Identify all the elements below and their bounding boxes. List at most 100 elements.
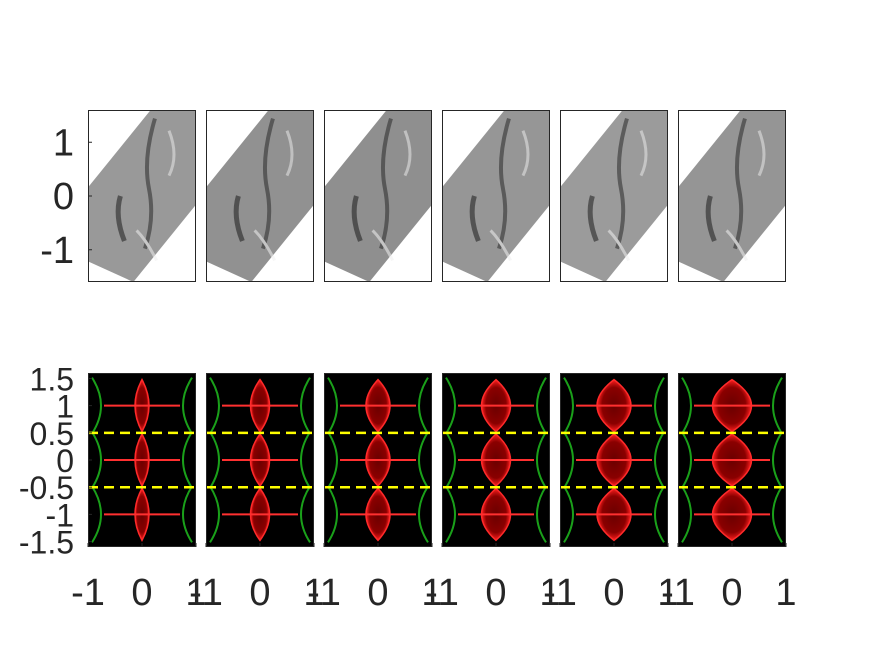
light-streak <box>521 130 530 177</box>
bottom-panel-5: -1 0 1 <box>543 373 679 614</box>
dark-streak <box>143 118 157 250</box>
bottom-y-tick-label: -0.5 <box>19 470 74 506</box>
top-panel-2 <box>206 110 314 282</box>
green-contour-left <box>563 377 574 435</box>
green-contour-left <box>327 431 338 489</box>
green-contours <box>91 377 193 543</box>
green-contour-left <box>209 377 220 435</box>
top-panel-frame <box>442 110 550 282</box>
bottom-x-tick-label: -1 <box>543 572 577 614</box>
light-streak <box>725 229 748 262</box>
bottom-panel-6: -1 0 1 <box>661 373 797 614</box>
bottom-y-axis: -1.5-1-0.500.511.5 <box>19 361 92 561</box>
green-contour-left <box>445 377 456 435</box>
bottom-x-tick-label: 1 <box>421 572 442 614</box>
bottom-x-tick-label: -1 <box>71 572 105 614</box>
bottom-y-tick-label: -1 <box>46 497 74 533</box>
green-contour-right <box>654 377 665 435</box>
green-contour-right <box>536 485 547 543</box>
top-panel-5 <box>560 110 668 282</box>
dark-streak <box>615 118 629 250</box>
bottom-y-tick-label: -1.5 <box>19 525 74 561</box>
bottom-x-tick-label: 0 <box>603 572 624 614</box>
top-panel-4 <box>442 110 550 282</box>
bottom-x-tick-label: 1 <box>657 572 678 614</box>
green-contour-right <box>300 431 311 489</box>
light-streak <box>757 130 766 177</box>
bottom-x-tick-label: 0 <box>367 572 388 614</box>
green-contour-left <box>91 377 102 435</box>
light-streak <box>253 229 276 262</box>
green-contour-left <box>681 377 692 435</box>
top-panel-image <box>88 110 196 282</box>
bottom-y-tick-label: 1 <box>56 389 74 425</box>
bottom-x-tick-label: -1 <box>425 572 459 614</box>
green-contour-right <box>536 431 547 489</box>
dark-streak <box>587 195 599 242</box>
green-contour-right <box>772 377 783 435</box>
dark-streak <box>115 195 127 242</box>
bottom-x-tick-label: 1 <box>775 572 796 614</box>
green-contours <box>681 377 783 543</box>
bottom-x-tick-label: 1 <box>539 572 560 614</box>
top-panel-features <box>469 118 530 262</box>
green-contour-right <box>418 377 429 435</box>
light-streak <box>135 229 158 262</box>
top-panel-features <box>351 118 412 262</box>
green-contour-right <box>182 431 193 489</box>
dark-streak <box>497 118 511 250</box>
green-contour-left <box>327 485 338 543</box>
bottom-row-panels: -1 0 1-1 0 1-1 0 1-1 0 1-1 0 1-1 0 1-1.5-1-0.500.511… <box>19 361 797 614</box>
top-y-tick-label: 0 <box>53 176 74 218</box>
bottom-panel-1: -1 0 1 <box>71 373 207 614</box>
green-contour-left <box>445 485 456 543</box>
bottom-y-tick-label: 1.5 <box>30 361 74 397</box>
top-panel-features <box>115 118 176 262</box>
bottom-x-tick-label: 0 <box>485 572 506 614</box>
green-contour-right <box>772 485 783 543</box>
top-panel-frame <box>560 110 668 282</box>
top-panel-features <box>705 118 766 262</box>
dark-streak <box>705 195 717 242</box>
green-contours <box>327 377 429 543</box>
bottom-panel-3: -1 0 1 <box>307 373 443 614</box>
green-contours <box>563 377 665 543</box>
green-contour-right <box>182 485 193 543</box>
top-panel-image <box>678 110 786 282</box>
top-y-axis: -1 0 1 <box>40 122 92 272</box>
green-contour-left <box>445 431 456 489</box>
top-panel-6 <box>678 110 786 282</box>
bottom-x-tick-label: 0 <box>249 572 270 614</box>
dark-streak <box>233 195 245 242</box>
bottom-x-tick-label: 0 <box>721 572 742 614</box>
top-panel-3 <box>324 110 432 282</box>
light-streak <box>489 229 512 262</box>
top-y-tick-label: -1 <box>40 230 74 272</box>
green-contour-right <box>182 377 193 435</box>
top-panel-image <box>206 110 314 282</box>
dark-streak <box>351 195 363 242</box>
bottom-x-tick-label: -1 <box>189 572 223 614</box>
green-contour-right <box>654 485 665 543</box>
bottom-x-tick-label: 1 <box>303 572 324 614</box>
top-panel-frame <box>324 110 432 282</box>
light-streak <box>639 130 648 177</box>
dark-streak <box>733 118 747 250</box>
top-panel-image <box>560 110 668 282</box>
green-contour-left <box>209 431 220 489</box>
green-contour-left <box>91 485 102 543</box>
top-row-panels: -1 0 1 <box>40 110 786 282</box>
bottom-x-tick-label: -1 <box>307 572 341 614</box>
light-streak <box>403 130 412 177</box>
green-contour-left <box>563 485 574 543</box>
green-contour-right <box>772 431 783 489</box>
top-panel-image <box>442 110 550 282</box>
bottom-panel-2: -1 0 1 <box>189 373 325 614</box>
green-contour-right <box>536 377 547 435</box>
bottom-x-tick-label: 1 <box>185 572 206 614</box>
green-contour-left <box>327 377 338 435</box>
green-contour-right <box>418 431 429 489</box>
green-contours <box>445 377 547 543</box>
green-contours <box>209 377 311 543</box>
